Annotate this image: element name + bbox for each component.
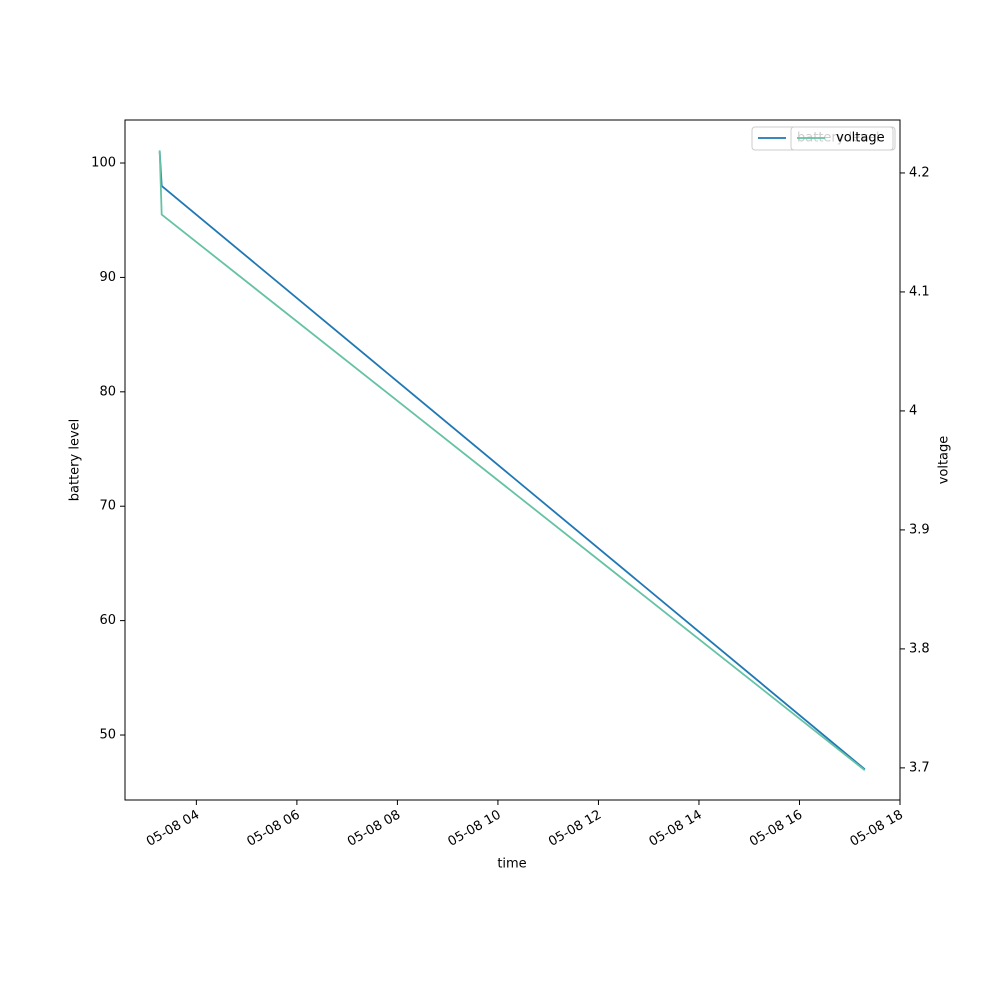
y-tick-label: 80: [99, 384, 116, 399]
legend-label: voltage: [836, 131, 885, 146]
y2-tick-label: 3.9: [909, 522, 930, 537]
legend-box: [790, 126, 894, 151]
axes-frame: [124, 119, 901, 801]
y-tick-label: 70: [99, 499, 116, 514]
line-series: [158, 150, 866, 771]
y-tick-label: 60: [99, 613, 116, 628]
y-tick-label: 90: [99, 270, 116, 285]
y2-tick-label: 3.8: [909, 641, 930, 656]
y2-tick-label: 3.7: [909, 760, 930, 775]
y2-tick-label: 4.1: [909, 284, 930, 299]
y-tick-label: 100: [91, 156, 116, 171]
y2-axis-label: voltage: [937, 436, 952, 485]
y-axis-label: battery level: [68, 419, 83, 502]
y-tick-label: 50: [99, 728, 116, 743]
x-axis-label: time: [497, 857, 526, 872]
y2-tick-label: 4.2: [909, 165, 930, 180]
y2-tick-label: 4: [909, 403, 917, 418]
